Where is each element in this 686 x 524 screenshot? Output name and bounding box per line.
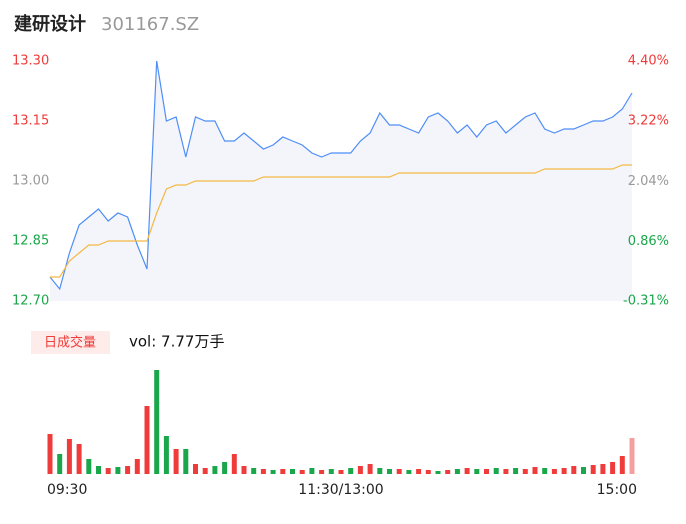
volume-bar xyxy=(57,454,63,474)
volume-bar xyxy=(581,467,586,474)
volume-bar xyxy=(445,470,451,474)
x-tick-label: 15:00 xyxy=(597,482,637,498)
volume-bar xyxy=(425,470,431,474)
volume-bar xyxy=(125,466,131,474)
volume-bar xyxy=(484,469,489,474)
volume-bar xyxy=(416,469,422,474)
volume-bar xyxy=(338,470,344,474)
y-tick-label: 12.85 xyxy=(12,234,49,249)
volume-bar xyxy=(47,434,53,474)
volume-bar xyxy=(513,468,519,474)
volume-bar xyxy=(600,464,606,474)
volume-bar xyxy=(270,470,276,474)
volume-bar xyxy=(241,466,247,474)
volume-bar xyxy=(503,469,509,474)
volume-bar xyxy=(202,468,208,474)
volume-bar xyxy=(610,462,616,474)
volume-bar xyxy=(387,469,392,474)
average-line xyxy=(50,164,632,278)
y-tick-label: 13.30 xyxy=(12,54,49,69)
volume-bar xyxy=(328,469,334,474)
volume-bar xyxy=(367,464,373,474)
volume-bar xyxy=(406,470,412,474)
volume-bar xyxy=(212,466,218,474)
volume-bar xyxy=(474,469,480,474)
volume-bar xyxy=(290,469,295,474)
volume-bar xyxy=(542,468,548,474)
volume-bar xyxy=(96,466,101,474)
volume-bar xyxy=(319,470,325,474)
volume-bar xyxy=(66,439,72,474)
y2-tick-label: 2.04% xyxy=(628,174,669,189)
volume-bar xyxy=(532,467,538,474)
volume-bar xyxy=(309,468,315,474)
volume-bar xyxy=(115,467,121,474)
volume-bar xyxy=(629,438,635,474)
y2-tick-label: 0.86% xyxy=(628,234,669,249)
price-area xyxy=(50,61,632,301)
volume-bar xyxy=(590,465,596,474)
volume-bar xyxy=(193,464,198,474)
volume-bar xyxy=(571,466,577,474)
volume-bar xyxy=(454,469,460,474)
y-tick-label: 13.15 xyxy=(12,114,49,129)
volume-bar xyxy=(396,469,402,474)
volume-bar xyxy=(134,459,140,474)
volume-title: 日成交量 xyxy=(44,335,96,351)
y2-tick-label: -0.31% xyxy=(623,294,669,309)
volume-bar xyxy=(105,468,111,474)
volume-bar xyxy=(154,370,160,474)
volume-bar xyxy=(299,470,305,474)
label-bg xyxy=(31,331,110,354)
volume-bar xyxy=(377,468,383,474)
x-tick-label: 09:30 xyxy=(47,482,87,498)
stock-name: 建研设计 xyxy=(14,13,86,35)
volume-bar xyxy=(464,468,470,474)
x-tick-label: 11:30/13:00 xyxy=(298,482,383,498)
stock-code: 301167.SZ xyxy=(101,14,199,35)
volume-bar xyxy=(251,468,257,474)
volume-bar xyxy=(76,444,82,474)
volume-bar xyxy=(561,468,567,474)
y-tick-label: 13.00 xyxy=(12,174,49,189)
volume-bar xyxy=(231,454,237,474)
volume-bar xyxy=(86,459,92,474)
volume-bar xyxy=(619,456,625,474)
volume-bar xyxy=(260,469,266,474)
volume-bar xyxy=(222,462,228,474)
volume-total: vol: 7.77万手 xyxy=(129,333,224,351)
volume-bar xyxy=(280,469,286,474)
volume-bar xyxy=(493,468,499,474)
y-tick-label: 12.70 xyxy=(12,294,49,309)
volume-bar xyxy=(173,449,179,474)
volume-bar xyxy=(435,471,441,474)
volume-bar xyxy=(163,436,169,474)
price-line xyxy=(49,60,633,291)
volume-bar xyxy=(357,466,363,474)
volume-bar xyxy=(551,469,557,474)
volume-bar xyxy=(183,449,189,474)
volume-bar xyxy=(144,406,150,474)
volume-bar xyxy=(522,469,528,474)
y2-tick-label: 4.40% xyxy=(628,54,669,69)
y2-tick-label: 3.22% xyxy=(628,114,669,129)
volume-bar xyxy=(348,468,354,474)
